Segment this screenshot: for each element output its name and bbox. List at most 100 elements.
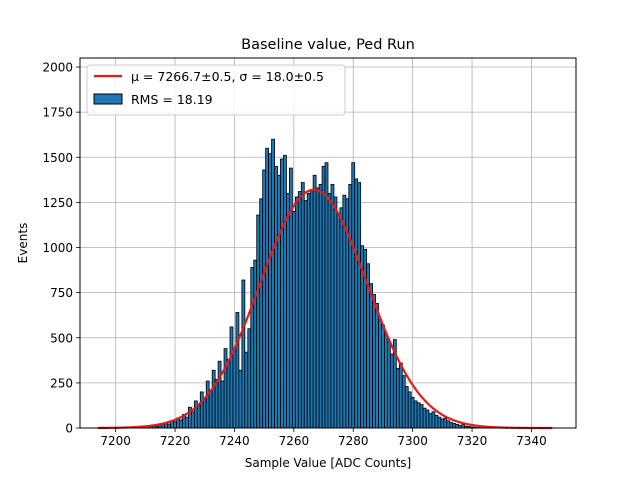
histogram-bar (358, 183, 361, 428)
histogram-bar (319, 184, 322, 428)
histogram-bar (453, 423, 456, 428)
histogram-bar (257, 215, 260, 428)
histogram-bar (209, 390, 212, 428)
legend-fit-label: μ = 7266.7±0.5, σ = 18.0±0.5 (131, 69, 324, 84)
histogram-bar (251, 267, 254, 428)
histogram-bar (429, 414, 432, 428)
x-tick-label: 7200 (100, 434, 131, 448)
histogram-bar (349, 184, 352, 428)
histogram-bar (447, 421, 450, 428)
legend: μ = 7266.7±0.5, σ = 18.0±0.5 RMS = 18.19 (87, 65, 345, 115)
x-tick-label: 7340 (516, 434, 547, 448)
histogram-bar (337, 215, 340, 428)
histogram-bar (370, 284, 373, 428)
y-tick-label: 250 (50, 376, 73, 390)
histogram-bar (179, 420, 182, 428)
histogram-bar (224, 349, 227, 428)
legend-histogram-swatch (94, 94, 122, 104)
histogram-bar (230, 327, 233, 428)
histogram-bar (278, 175, 281, 428)
histogram-bar (212, 370, 215, 428)
y-tick-label: 1000 (42, 241, 73, 255)
histogram-bar (408, 392, 411, 428)
histogram-bar (387, 341, 390, 428)
histogram-bar (203, 399, 206, 428)
histogram-bar (331, 184, 334, 428)
histogram-bar (456, 424, 459, 428)
histogram-bar (218, 361, 221, 428)
histogram-bar (206, 381, 209, 428)
histogram-bar (221, 381, 224, 428)
x-tick-label: 7220 (160, 434, 191, 448)
histogram-bar (420, 405, 423, 428)
histogram-bar (283, 155, 286, 428)
histogram-bar (245, 352, 248, 428)
histogram-bar (340, 208, 343, 428)
histogram-bar (417, 403, 420, 428)
histogram-bar (174, 422, 177, 428)
histogram-bar (411, 397, 414, 428)
histogram-bar (275, 166, 278, 428)
histogram-bar (435, 415, 438, 428)
x-tick-label: 7260 (279, 434, 310, 448)
histogram-bar (355, 179, 358, 428)
x-axis-label: Sample Value [ADC Counts] (245, 456, 411, 470)
histogram-bar (185, 417, 188, 428)
x-tick-label: 7240 (219, 434, 250, 448)
histogram-bar (272, 139, 275, 428)
histogram-bar (191, 412, 194, 428)
histogram-bar (197, 405, 200, 428)
x-tick-label: 7320 (457, 434, 488, 448)
y-axis-label: Events (16, 223, 30, 264)
histogram-bar (260, 199, 263, 428)
histogram-bar (292, 211, 295, 428)
histogram-bar (405, 386, 408, 428)
histogram-bar (328, 193, 331, 428)
histogram-bar (286, 193, 289, 428)
histogram-bar (313, 175, 316, 428)
histogram-bar (233, 350, 236, 428)
histogram-bar (254, 260, 257, 428)
histogram-bar (414, 401, 417, 428)
histogram-bar (307, 193, 310, 428)
histogram-bar (444, 418, 447, 428)
histogram-bar (450, 423, 453, 428)
histogram-bar (236, 312, 239, 428)
histogram-bar (399, 363, 402, 428)
histogram-bar (334, 197, 337, 428)
histogram-bar (263, 170, 266, 428)
histogram-bar (381, 325, 384, 428)
histogram-bar (215, 379, 218, 428)
histogram-bar (396, 368, 399, 428)
histogram-bar (242, 280, 245, 428)
histogram-bar (316, 188, 319, 428)
histogram-bar (227, 359, 230, 428)
y-tick-label: 1750 (42, 106, 73, 120)
histogram-bar (373, 294, 376, 428)
histogram-bar (162, 424, 165, 428)
y-tick-label: 0 (65, 422, 73, 436)
chart-title: Baseline value, Ped Run (241, 37, 415, 53)
histogram-bar (301, 183, 304, 428)
histogram-bar (423, 408, 426, 428)
x-tick-label: 7300 (397, 434, 428, 448)
histogram-bar (438, 417, 441, 428)
histogram-bar (168, 424, 171, 428)
histogram-bar (390, 354, 393, 428)
y-tick-label: 1250 (42, 196, 73, 210)
histogram-bar (432, 412, 435, 428)
y-tick-label: 2000 (42, 61, 73, 75)
x-tick-label: 7280 (338, 434, 369, 448)
histogram-bar (310, 190, 313, 428)
legend-histogram-label: RMS = 18.19 (131, 92, 213, 107)
histogram-bar (266, 148, 269, 428)
y-tick-label: 750 (50, 286, 73, 300)
histogram-bar (295, 197, 298, 428)
histogram-bar (280, 159, 283, 428)
histogram-bar (322, 166, 325, 428)
y-tick-label: 1500 (42, 151, 73, 165)
histogram-bar (239, 370, 242, 428)
histogram-bar (376, 303, 379, 428)
histogram-bar (402, 376, 405, 428)
